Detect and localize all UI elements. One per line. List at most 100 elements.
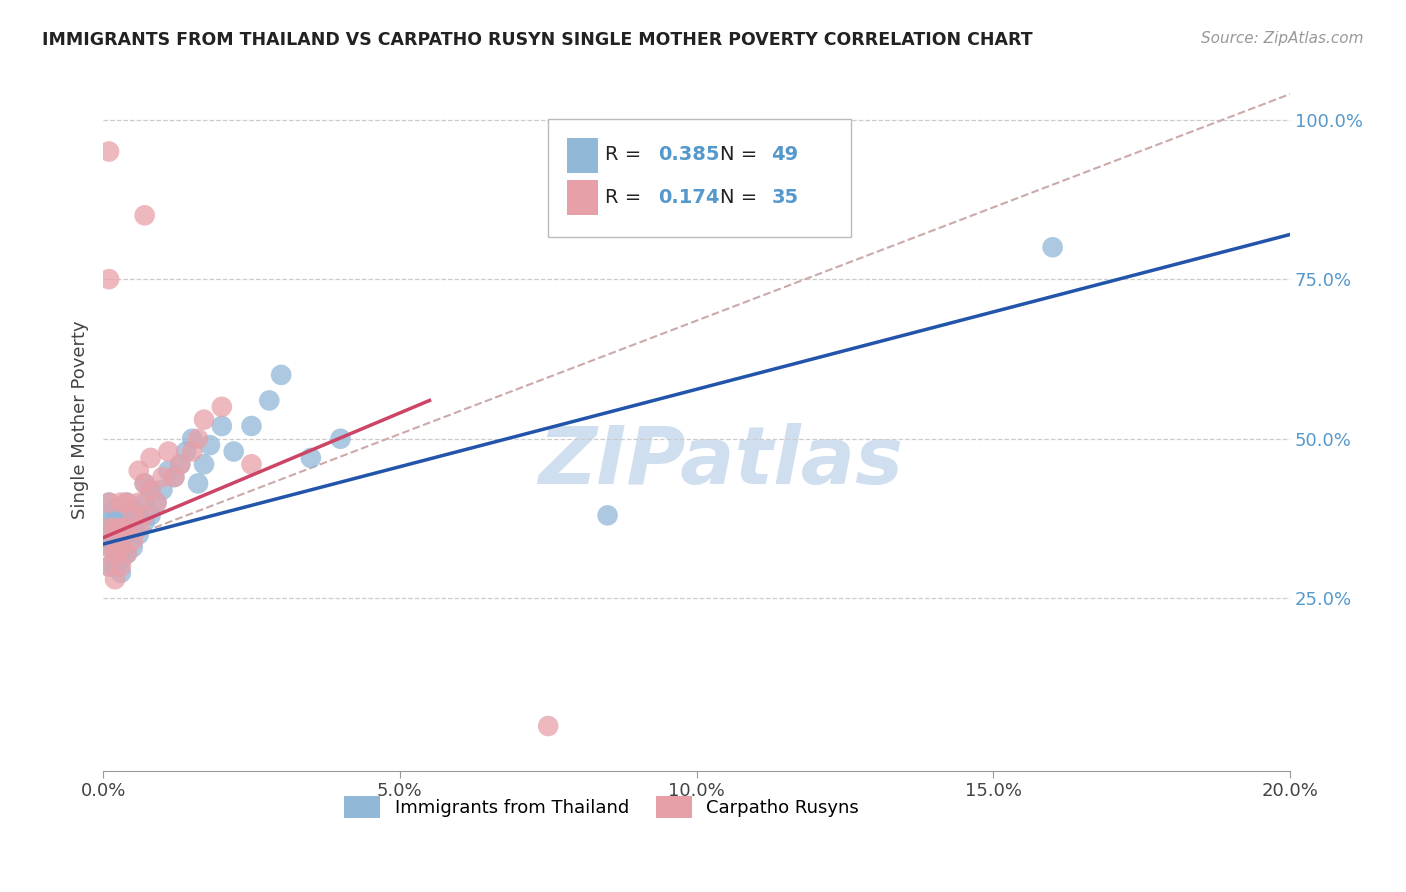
Point [104, 559, 127, 574]
Point [110, 521, 132, 535]
Point [259, 393, 281, 408]
Point [104, 547, 127, 561]
FancyBboxPatch shape [548, 119, 851, 237]
Point [128, 527, 150, 541]
Text: 0.174: 0.174 [658, 187, 720, 207]
Point [98, 541, 121, 555]
Point [299, 450, 322, 465]
Point [104, 521, 127, 535]
Point [134, 208, 156, 222]
Point [121, 541, 143, 555]
Point [104, 572, 127, 586]
Point [152, 470, 174, 484]
Point [110, 495, 132, 509]
Point [98, 515, 121, 529]
Point [115, 495, 138, 509]
Text: IMMIGRANTS FROM THAILAND VS CARPATHO RUSYN SINGLE MOTHER POVERTY CORRELATION CHA: IMMIGRANTS FROM THAILAND VS CARPATHO RUS… [42, 31, 1033, 49]
Point [139, 508, 162, 523]
Point [121, 502, 143, 516]
Point [121, 533, 143, 548]
Point [193, 412, 215, 426]
Point [98, 559, 121, 574]
Point [98, 145, 121, 159]
Point [145, 495, 167, 509]
Point [98, 521, 121, 535]
Point [139, 483, 162, 497]
Point [110, 553, 132, 567]
Point [134, 508, 156, 523]
Point [163, 470, 186, 484]
Point [121, 521, 143, 535]
Text: 49: 49 [772, 145, 799, 164]
Point [134, 476, 156, 491]
Point [198, 438, 221, 452]
Point [128, 521, 150, 535]
Point [128, 495, 150, 509]
Point [98, 272, 121, 286]
Point [110, 566, 132, 580]
Point [169, 458, 191, 472]
Text: 35: 35 [772, 187, 799, 207]
FancyBboxPatch shape [567, 138, 598, 173]
Point [174, 444, 197, 458]
Point [115, 547, 138, 561]
Point [134, 476, 156, 491]
Point [139, 483, 162, 497]
Point [104, 515, 127, 529]
Point [240, 458, 263, 472]
Point [115, 547, 138, 561]
Point [110, 533, 132, 548]
Text: ZIPatlas: ZIPatlas [538, 423, 903, 500]
Point [163, 470, 186, 484]
Point [193, 458, 215, 472]
Point [134, 515, 156, 529]
Point [537, 719, 560, 733]
Text: N =: N = [720, 145, 763, 164]
Point [187, 432, 209, 446]
Point [98, 495, 121, 509]
Point [115, 495, 138, 509]
Point [104, 527, 127, 541]
Point [240, 419, 263, 434]
Point [121, 508, 143, 523]
Point [98, 527, 121, 541]
Point [110, 559, 132, 574]
Text: R =: R = [605, 145, 648, 164]
Point [181, 444, 204, 458]
Point [169, 458, 191, 472]
Point [98, 508, 121, 523]
Point [181, 432, 204, 446]
Point [128, 508, 150, 523]
Text: R =: R = [605, 187, 648, 207]
Point [222, 444, 245, 458]
Point [98, 495, 121, 509]
Point [157, 444, 180, 458]
Point [329, 432, 352, 446]
Point [152, 483, 174, 497]
Point [128, 464, 150, 478]
Point [110, 521, 132, 535]
Text: 0.385: 0.385 [658, 145, 720, 164]
Legend: Immigrants from Thailand, Carpatho Rusyns: Immigrants from Thailand, Carpatho Rusyn… [337, 789, 866, 825]
Point [110, 508, 132, 523]
Point [98, 541, 121, 555]
Point [139, 450, 162, 465]
Point [270, 368, 292, 382]
Point [115, 515, 138, 529]
Text: N =: N = [720, 187, 763, 207]
Point [110, 541, 132, 555]
Point [596, 508, 619, 523]
Point [187, 476, 209, 491]
Point [98, 559, 121, 574]
Point [1042, 240, 1064, 254]
Point [104, 541, 127, 555]
Text: Source: ZipAtlas.com: Source: ZipAtlas.com [1201, 31, 1364, 46]
Point [134, 495, 156, 509]
Point [211, 419, 233, 434]
Point [104, 502, 127, 516]
Point [115, 527, 138, 541]
Y-axis label: Single Mother Poverty: Single Mother Poverty [72, 320, 89, 519]
Point [157, 464, 180, 478]
Point [211, 400, 233, 414]
Point [145, 495, 167, 509]
